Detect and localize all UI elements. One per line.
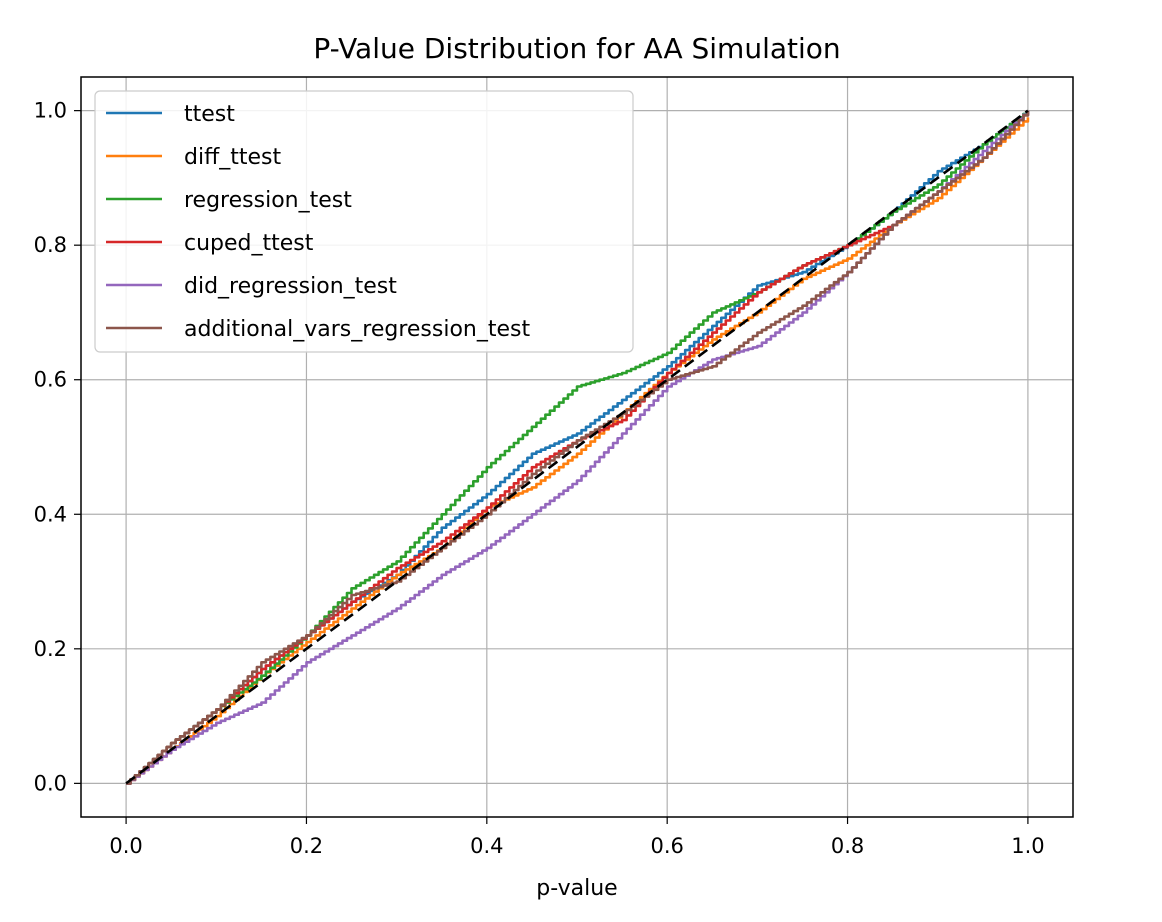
y-tick-label: 0.8	[34, 233, 67, 257]
y-tick-label: 0.4	[34, 502, 67, 526]
legend: ttest diff_ttest regression_test cuped_ttes…	[94, 90, 634, 353]
legend-label-regression-test: regression_test	[184, 188, 352, 213]
y-tick-label: 0.0	[34, 771, 67, 795]
legend-box	[94, 90, 634, 353]
y-tick-label: 0.2	[34, 637, 67, 661]
x-tick-label: 0.4	[470, 834, 503, 858]
y-axis-ticks: 0.0 0.2 0.4 0.6 0.8 1.0	[34, 99, 81, 795]
y-tick-label: 0.6	[34, 368, 67, 392]
x-tick-label: 0.0	[109, 834, 142, 858]
series-line-regression-test	[126, 110, 1030, 785]
legend-label-ttest: ttest	[184, 102, 235, 127]
legend-label-did-regression-test: did_regression_test	[184, 274, 397, 299]
x-tick-label: 0.2	[290, 834, 323, 858]
legend-label-diff-ttest: diff_ttest	[184, 145, 281, 170]
plot-frame	[80, 76, 1074, 818]
x-tick-label: 0.6	[650, 834, 683, 858]
reference-diagonal-line	[125, 109, 1029, 785]
y-tick-label: 1.0	[34, 99, 67, 123]
x-axis-label: p-value	[536, 876, 617, 901]
legend-label-additional-vars-regression-test: additional_vars_regression_test	[184, 317, 530, 342]
series-line-additional-vars-regression-test	[126, 110, 1030, 785]
reference-line-group	[125, 109, 1029, 785]
series-lines	[126, 110, 1030, 785]
x-tick-label: 0.8	[831, 834, 864, 858]
series-line-diff-ttest	[126, 117, 1030, 785]
x-tick-label: 1.0	[1011, 834, 1044, 858]
x-axis-ticks: 0.0 0.2 0.4 0.6 0.8 1.0	[109, 817, 1045, 858]
chart-title: P-Value Distribution for AA Simulation	[313, 32, 840, 65]
legend-label-cuped-ttest: cuped_ttest	[184, 231, 314, 256]
